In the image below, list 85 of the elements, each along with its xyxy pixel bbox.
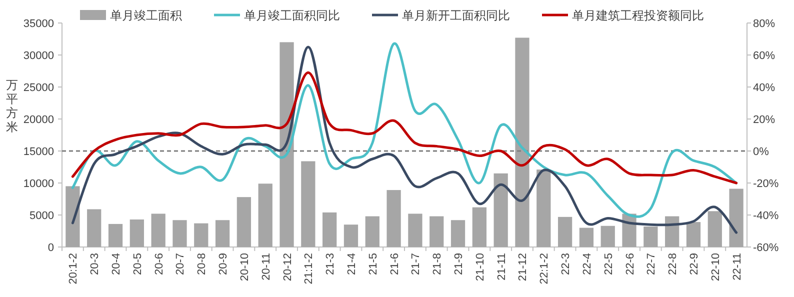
bar [365, 216, 380, 247]
x-tick-label: 22-10 [710, 253, 722, 282]
bar [644, 226, 658, 247]
x-tick-label: 20-5 [132, 253, 144, 276]
x-tick-label: 20-7 [174, 253, 187, 276]
bar [322, 212, 337, 247]
legend-label: 单月建筑工程投资额同比 [572, 8, 704, 22]
y-tick-label: 0 [48, 242, 54, 254]
x-tick-label: 21-7 [410, 253, 422, 276]
legend-label: 单月新开工面积同比 [402, 8, 510, 22]
bar [344, 224, 358, 247]
bar [430, 216, 444, 247]
bar [665, 216, 680, 247]
bar [472, 207, 486, 247]
line-series [71, 71, 738, 184]
bar [536, 170, 551, 247]
y-tick-label: 10000 [23, 178, 54, 190]
legend-label: 单月竣工面积同比 [244, 8, 340, 22]
bar [686, 222, 701, 247]
x-tick-label: 20-11 [260, 253, 272, 280]
bar [450, 220, 466, 247]
x-tick-label: 21:1-2 [303, 253, 316, 284]
bar [386, 190, 401, 247]
bar [280, 42, 294, 247]
x-tick-label: 20:1-2 [68, 253, 80, 284]
bar [172, 220, 187, 247]
bar [408, 214, 422, 247]
bar [729, 188, 744, 247]
x-tick-label: 22-3 [560, 253, 572, 276]
bar [194, 223, 208, 247]
y-tick-label: 30000 [23, 50, 54, 62]
x-tick-label: 21-4 [346, 253, 358, 276]
y2-tick-label: 0% [753, 146, 770, 158]
y2-tick-label: -40% [753, 210, 779, 222]
x-tick-label: 20-10 [238, 253, 251, 282]
x-tick-label: 21-8 [432, 253, 444, 276]
y2-tick-label: 20% [753, 114, 776, 126]
x-tick-label: 20-8 [196, 253, 208, 276]
x-tick-label: 21-10 [474, 253, 486, 282]
x-tick-label: 21-12 [517, 253, 530, 282]
bar [494, 173, 508, 247]
x-tick-label: 22-4 [581, 253, 594, 276]
bar [87, 209, 102, 247]
x-tick-label: 22-7 [646, 253, 658, 276]
bar [579, 228, 594, 247]
bar [130, 219, 144, 247]
x-tick-label: 20-6 [153, 253, 166, 276]
bar [215, 220, 230, 247]
bar [66, 186, 80, 247]
y-tick-label: 25000 [23, 82, 54, 94]
bar [558, 216, 572, 247]
legend-label: 单月竣工面积 [110, 8, 182, 22]
x-tick-label: 21-9 [453, 253, 466, 276]
bar [600, 226, 615, 247]
bar [108, 224, 123, 247]
bar [708, 211, 722, 247]
bar [301, 161, 316, 247]
x-tick-label: 20-3 [89, 253, 102, 276]
y2-tick-label: -20% [753, 178, 779, 190]
bar [151, 214, 166, 247]
x-tick-label: 21-6 [388, 253, 401, 276]
x-tick-label: 21-3 [324, 253, 337, 276]
x-tick-label: 22:1-2 [538, 253, 551, 284]
y-tick-label: 5000 [30, 210, 54, 222]
y2-tick-label: -60% [753, 242, 779, 254]
y-tick-label: 15000 [23, 146, 54, 158]
x-tick-label: 22-6 [624, 253, 636, 276]
y2-tick-label: 40% [753, 82, 776, 94]
x-tick-label: 22-11 [731, 253, 744, 280]
x-tick-label: 20-9 [218, 253, 230, 276]
y-tick-label: 35000 [23, 18, 54, 30]
bar [258, 184, 272, 247]
y-axis-title: 万平方米 [6, 78, 18, 134]
x-tick-label: 22-5 [602, 253, 615, 276]
x-tick-label: 20-4 [110, 253, 123, 276]
x-tick-label: 20-12 [282, 253, 294, 282]
y-tick-label: 20000 [23, 114, 54, 126]
x-tick-label: 22-9 [688, 253, 700, 276]
x-tick-label: 21-11 [496, 253, 508, 280]
x-tick-label: 21-5 [367, 253, 380, 276]
x-tick-label: 22-8 [667, 253, 680, 276]
bar [236, 197, 252, 247]
y2-tick-label: 80% [753, 18, 776, 30]
bar [515, 38, 530, 247]
y2-tick-label: 60% [753, 50, 776, 62]
